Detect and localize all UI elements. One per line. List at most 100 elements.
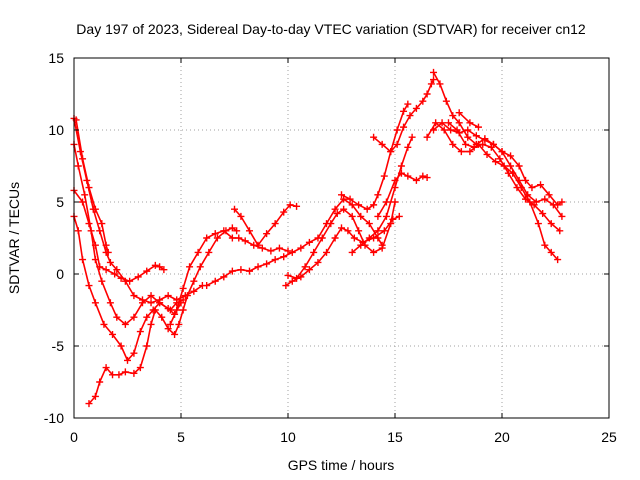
data-point bbox=[151, 261, 159, 269]
data-point bbox=[263, 230, 271, 238]
data-point bbox=[393, 126, 401, 134]
data-point bbox=[96, 227, 104, 235]
data-point bbox=[173, 306, 181, 314]
data-point bbox=[340, 205, 348, 213]
data-point bbox=[85, 282, 93, 290]
data-point bbox=[130, 292, 138, 300]
data-point bbox=[348, 212, 356, 220]
data-point bbox=[340, 195, 348, 203]
data-point bbox=[365, 234, 373, 242]
data-point bbox=[449, 140, 457, 148]
data-point bbox=[85, 220, 93, 228]
data-point bbox=[374, 227, 382, 235]
data-point bbox=[271, 256, 279, 264]
series-line bbox=[73, 215, 182, 362]
data-point bbox=[117, 274, 125, 282]
data-point bbox=[151, 306, 159, 314]
data-point bbox=[102, 241, 110, 249]
data-point bbox=[507, 162, 515, 170]
data-point bbox=[483, 150, 491, 158]
series-line bbox=[377, 172, 428, 218]
x-axis-label: GPS time / hours bbox=[288, 457, 395, 473]
data-point bbox=[331, 234, 339, 242]
data-point bbox=[327, 220, 335, 228]
series-track-15 bbox=[370, 76, 438, 156]
data-point bbox=[539, 210, 547, 218]
data-point bbox=[474, 123, 482, 131]
data-point bbox=[109, 371, 117, 379]
series-track-13 bbox=[348, 133, 416, 256]
data-point bbox=[447, 126, 455, 134]
data-point bbox=[284, 271, 292, 279]
data-point bbox=[237, 212, 245, 220]
data-point bbox=[96, 378, 104, 386]
data-point bbox=[121, 320, 129, 328]
series-line bbox=[73, 189, 165, 282]
data-point bbox=[211, 277, 219, 285]
data-point bbox=[211, 230, 219, 238]
data-point bbox=[558, 212, 566, 220]
data-point bbox=[554, 256, 562, 264]
data-point bbox=[391, 176, 399, 184]
data-point bbox=[81, 191, 89, 199]
data-point bbox=[378, 244, 386, 252]
data-point bbox=[143, 267, 151, 275]
data-point bbox=[504, 169, 512, 177]
data-point bbox=[387, 220, 395, 228]
data-point bbox=[382, 198, 390, 206]
data-point bbox=[143, 313, 151, 321]
data-point bbox=[143, 342, 151, 350]
series-track-19 bbox=[445, 119, 564, 235]
series-track-16 bbox=[430, 119, 566, 220]
data-point bbox=[455, 109, 463, 117]
data-point bbox=[203, 234, 211, 242]
data-point bbox=[96, 263, 104, 271]
data-point bbox=[348, 248, 356, 256]
data-point bbox=[190, 287, 198, 295]
data-point bbox=[547, 220, 555, 228]
data-point bbox=[213, 234, 221, 242]
data-point bbox=[419, 97, 427, 105]
data-point bbox=[166, 320, 174, 328]
data-point bbox=[331, 205, 339, 213]
data-point bbox=[492, 158, 500, 166]
data-point bbox=[254, 263, 262, 271]
data-point bbox=[106, 258, 114, 266]
data-point bbox=[288, 277, 296, 285]
data-point bbox=[449, 112, 457, 120]
x-tick-label: 5 bbox=[177, 429, 185, 445]
chart-title: Day 197 of 2023, Sidereal Day-to-day VTE… bbox=[76, 21, 586, 37]
data-point bbox=[130, 369, 138, 377]
data-point bbox=[522, 176, 530, 184]
data-point bbox=[267, 247, 275, 255]
data-point bbox=[432, 119, 440, 127]
data-point bbox=[138, 299, 146, 307]
data-point bbox=[541, 241, 549, 249]
series-track-9 bbox=[231, 201, 301, 249]
data-point bbox=[541, 195, 549, 203]
data-point bbox=[387, 148, 395, 156]
data-point bbox=[430, 76, 438, 84]
data-point bbox=[183, 292, 191, 300]
data-point bbox=[355, 227, 363, 235]
data-point bbox=[74, 162, 82, 170]
series-line bbox=[458, 111, 480, 128]
data-point bbox=[466, 119, 474, 127]
data-point bbox=[382, 212, 390, 220]
data-point bbox=[220, 227, 228, 235]
data-point bbox=[404, 100, 412, 108]
series-line bbox=[73, 143, 184, 326]
series-line bbox=[432, 71, 563, 206]
data-point bbox=[464, 126, 472, 134]
data-point bbox=[102, 364, 110, 372]
data-point bbox=[344, 227, 352, 235]
data-point bbox=[457, 148, 465, 156]
x-tick-label: 10 bbox=[280, 429, 296, 445]
data-point bbox=[442, 97, 450, 105]
data-point bbox=[305, 266, 313, 274]
data-point bbox=[293, 202, 301, 210]
data-point bbox=[464, 133, 472, 141]
x-tick-label: 0 bbox=[70, 429, 78, 445]
data-point bbox=[419, 172, 427, 180]
data-point bbox=[124, 356, 131, 364]
